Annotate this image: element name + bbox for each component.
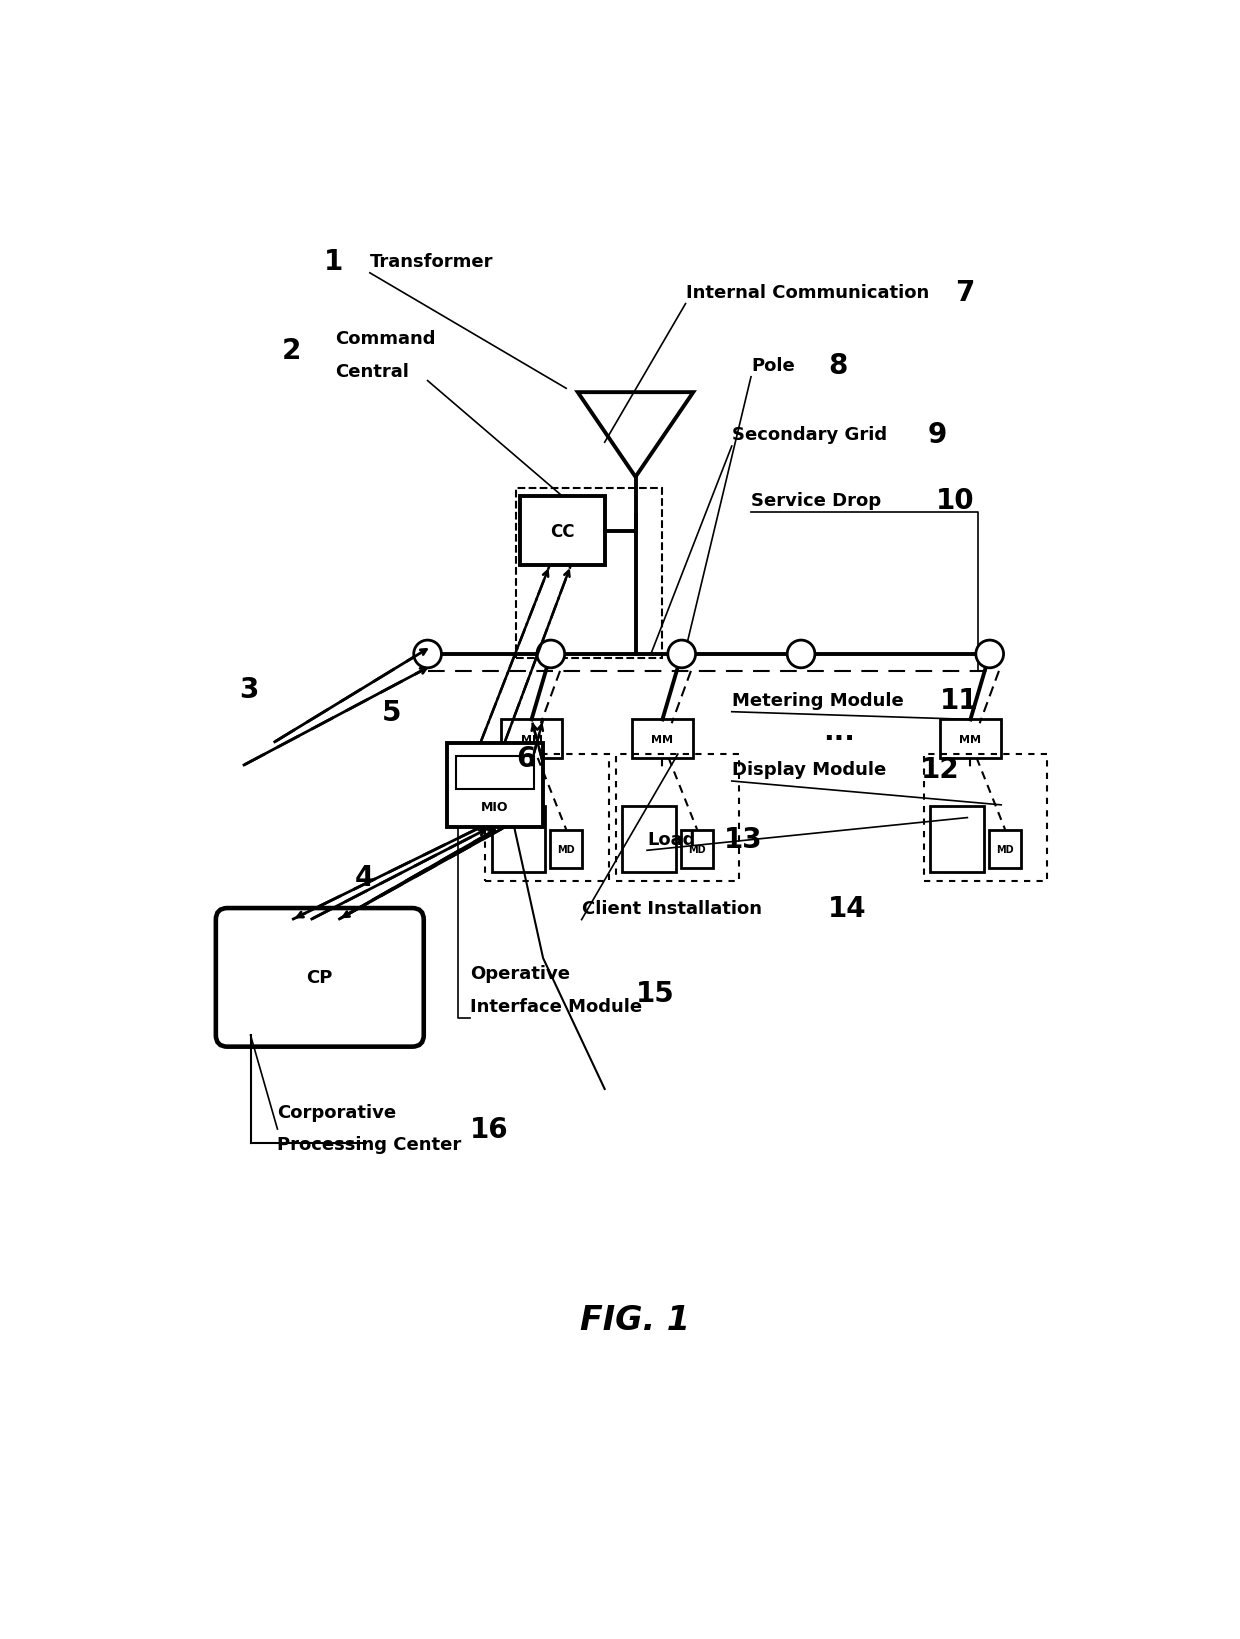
Bar bbox=[446, 742, 543, 828]
Text: Command: Command bbox=[335, 329, 435, 347]
Text: 1: 1 bbox=[324, 247, 343, 275]
Text: 7: 7 bbox=[955, 279, 975, 306]
Text: 8: 8 bbox=[828, 352, 847, 380]
Bar bbox=[551, 829, 583, 869]
Bar bbox=[516, 488, 662, 659]
Text: 15: 15 bbox=[635, 978, 675, 1006]
Bar bbox=[924, 754, 1048, 882]
Text: Internal Communication: Internal Communication bbox=[686, 284, 929, 302]
Text: 4: 4 bbox=[355, 864, 373, 892]
Text: MD: MD bbox=[558, 844, 575, 854]
Bar bbox=[491, 806, 546, 872]
Text: Central: Central bbox=[335, 364, 409, 382]
Text: MM: MM bbox=[651, 734, 673, 744]
Text: CP: CP bbox=[306, 969, 334, 987]
Bar bbox=[456, 757, 534, 790]
Circle shape bbox=[668, 641, 696, 669]
Text: 13: 13 bbox=[724, 826, 763, 854]
Bar bbox=[930, 806, 985, 872]
Text: 6: 6 bbox=[516, 744, 536, 772]
Text: 11: 11 bbox=[940, 687, 978, 715]
Text: Interface Module: Interface Module bbox=[470, 997, 642, 1015]
Circle shape bbox=[414, 641, 441, 669]
Text: MD: MD bbox=[996, 844, 1014, 854]
Text: Metering Module: Metering Module bbox=[732, 692, 904, 710]
Text: 5: 5 bbox=[382, 698, 401, 726]
Text: Display Module: Display Module bbox=[732, 760, 887, 779]
Circle shape bbox=[537, 641, 564, 669]
Bar bbox=[990, 829, 1022, 869]
Text: Corporative: Corporative bbox=[278, 1103, 397, 1121]
Text: 9: 9 bbox=[928, 421, 947, 449]
Text: MM: MM bbox=[960, 734, 981, 744]
Bar bbox=[681, 829, 713, 869]
Circle shape bbox=[976, 641, 1003, 669]
Text: Secondary Grid: Secondary Grid bbox=[732, 426, 887, 444]
Text: Client Installation: Client Installation bbox=[582, 900, 761, 918]
Circle shape bbox=[787, 641, 815, 669]
Text: Transformer: Transformer bbox=[370, 252, 494, 270]
Text: Processing Center: Processing Center bbox=[278, 1136, 461, 1154]
Text: Pole: Pole bbox=[751, 357, 795, 375]
Text: Load: Load bbox=[647, 831, 696, 849]
Bar bbox=[520, 497, 605, 565]
Bar bbox=[940, 720, 1001, 759]
FancyBboxPatch shape bbox=[216, 908, 424, 1047]
Text: Service Drop: Service Drop bbox=[751, 492, 882, 510]
Text: ...: ... bbox=[823, 718, 856, 746]
Bar bbox=[616, 754, 739, 882]
Text: MD: MD bbox=[688, 844, 706, 854]
Text: 14: 14 bbox=[828, 895, 867, 923]
Text: 16: 16 bbox=[470, 1116, 508, 1144]
Text: Operative: Operative bbox=[470, 965, 570, 983]
Text: FIG. 1: FIG. 1 bbox=[580, 1303, 691, 1337]
Bar bbox=[485, 754, 609, 882]
Bar bbox=[501, 720, 563, 759]
Text: CC: CC bbox=[551, 523, 574, 541]
Text: 12: 12 bbox=[920, 756, 959, 783]
Bar bbox=[631, 720, 693, 759]
Text: MM: MM bbox=[521, 734, 543, 744]
Text: 10: 10 bbox=[936, 487, 975, 515]
Text: 2: 2 bbox=[281, 336, 300, 364]
Bar bbox=[622, 806, 676, 872]
Text: 3: 3 bbox=[239, 675, 258, 703]
Text: MIO: MIO bbox=[481, 800, 508, 813]
